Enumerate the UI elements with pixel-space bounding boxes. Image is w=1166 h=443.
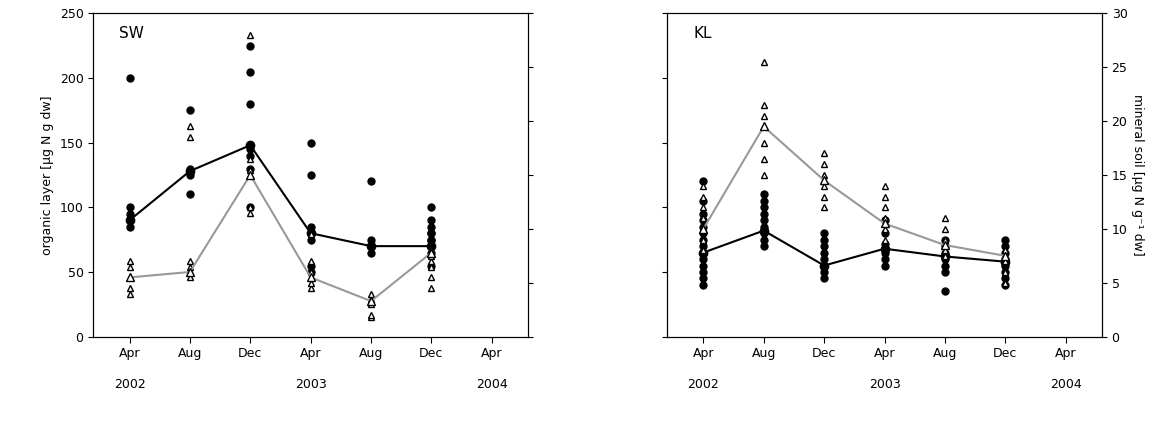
Text: 2004: 2004	[476, 378, 507, 391]
Text: SW: SW	[119, 26, 145, 41]
Text: KL: KL	[694, 26, 711, 41]
Y-axis label: mineral soil [μg N g⁻¹ dw]: mineral soil [μg N g⁻¹ dw]	[1131, 94, 1144, 256]
Text: 2004: 2004	[1049, 378, 1082, 391]
Y-axis label: organic layer [μg N g dw]: organic layer [μg N g dw]	[41, 95, 54, 255]
Text: 2002: 2002	[688, 378, 719, 391]
Text: 2002: 2002	[113, 378, 146, 391]
Text: 2003: 2003	[295, 378, 326, 391]
Text: 2003: 2003	[869, 378, 900, 391]
